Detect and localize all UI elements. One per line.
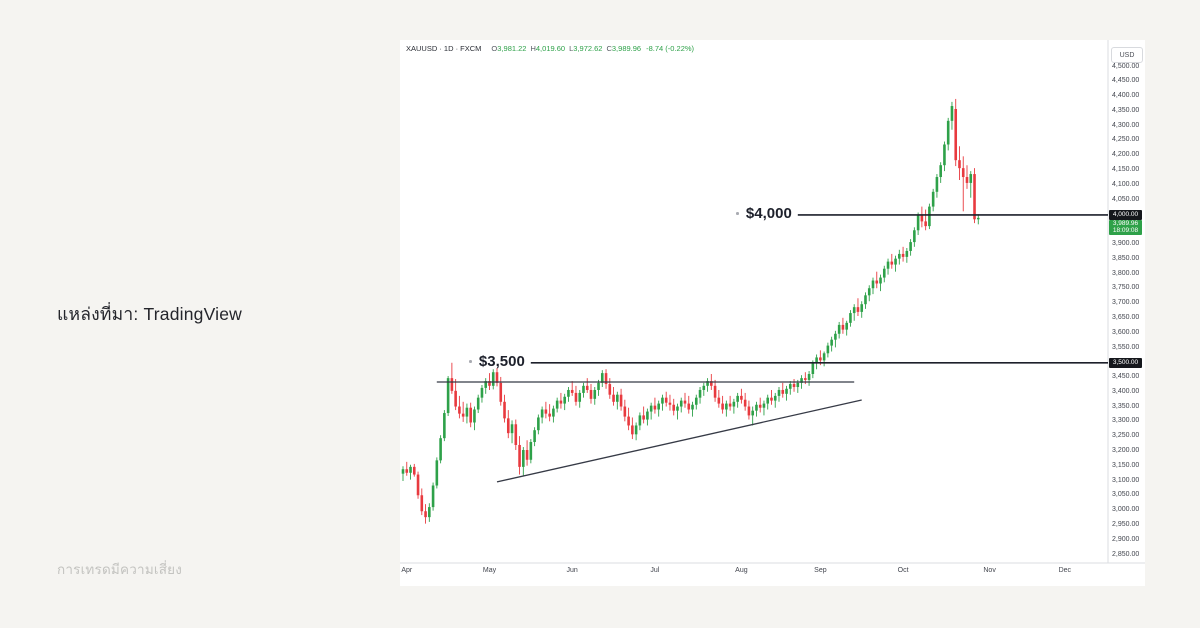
last-price: 3,989.96 (1112, 220, 1139, 228)
candles[interactable] (401, 98, 980, 524)
month-label: Dec (1058, 567, 1072, 574)
price-tick-label: 4,500.00 (1112, 62, 1140, 70)
risk-disclaimer: การเทรดมีความเสี่ยง (57, 562, 183, 577)
axis-frame (400, 40, 1145, 564)
month-label: Apr (401, 567, 413, 574)
price-tick-label: 3,850.00 (1112, 254, 1140, 262)
price-tick-label: 3,650.00 (1112, 313, 1140, 321)
symbol-title[interactable]: XAUUSD · 1D · FXCM (406, 44, 482, 53)
price-level-label[interactable]: $4,000 (736, 204, 792, 222)
month-label: Nov (983, 567, 996, 574)
month-label: Sep (814, 567, 827, 574)
price-tick-label: 3,750.00 (1112, 284, 1140, 292)
drawing-annotations[interactable] (436, 214, 1108, 483)
price-tick-label: 3,450.00 (1112, 373, 1140, 380)
price-level-axis-tag: 4,000.00 (1109, 209, 1142, 220)
month-label: Jun (566, 567, 578, 574)
ohlc-value: 3,981.22 (497, 44, 527, 53)
price-tick-label: 3,250.00 (1112, 432, 1140, 440)
price-tick-label: 3,200.00 (1112, 447, 1140, 454)
price-tick-label: 3,000.00 (1112, 506, 1140, 514)
month-label: Jul (650, 567, 660, 574)
last-price-axis-tag: 3,989.96 18:09:08 (1109, 219, 1142, 235)
price-tick-label: 3,800.00 (1112, 269, 1140, 277)
price-tick-label: 4,250.00 (1112, 136, 1140, 144)
price-tick-label: 2,900.00 (1112, 535, 1140, 543)
price-tick-label: 3,150.00 (1112, 461, 1140, 469)
ohlc-label: C (606, 44, 612, 53)
price-tick-label: 3,100.00 (1112, 476, 1140, 484)
price-level-label[interactable]: $3,500 (469, 352, 525, 370)
price-tick-label: 4,300.00 (1112, 121, 1140, 129)
ohlc-value: 4,019.60 (535, 44, 566, 53)
price-tick-label: 4,450.00 (1112, 77, 1140, 85)
price-tick-label: 4,200.00 (1112, 151, 1140, 159)
price-tick-label: 3,550.00 (1112, 343, 1140, 351)
price-tick-label: 4,150.00 (1112, 166, 1140, 173)
price-tick-label: 3,400.00 (1112, 387, 1140, 395)
month-label: Oct (897, 567, 909, 574)
price-tick-label: 4,100.00 (1112, 180, 1140, 188)
price-tick-label: 2,850.00 (1112, 550, 1140, 558)
ohlc-label: H (530, 44, 536, 53)
price-tick-label: 4,350.00 (1112, 106, 1140, 114)
ohlc-value: 3,989.96 (611, 44, 642, 53)
ohlc-label: O (491, 44, 498, 53)
price-level-text: $3,500 (478, 352, 525, 370)
ohlc-value: 3,972.62 (573, 44, 603, 53)
ohlc-values: O3,981.22 H4,019.60 L3,972.62 C3,989.96 -8.7… (487, 44, 694, 53)
price-tick-label: 3,900.00 (1112, 240, 1140, 247)
price-level-axis-tag: 3,500.00 (1109, 357, 1142, 368)
anchor-dot (469, 360, 472, 363)
ohlc-label: L (569, 44, 574, 53)
month-label: May (482, 567, 497, 574)
price-tick-label: 4,400.00 (1112, 92, 1140, 100)
price-tick-label: 3,600.00 (1112, 328, 1140, 336)
tradingview-chart-panel[interactable]: XAUUSD · 1D · FXCM O3,981.22 H4,019.60 L3,9… (400, 40, 1145, 586)
price-tick-label: 3,050.00 (1112, 491, 1140, 499)
change-value: -8.74 (-0.22%) (646, 44, 695, 53)
price-level-text: $4,000 (745, 204, 792, 222)
price-tick-label: 2,950.00 (1112, 520, 1140, 528)
bar-countdown: 18:09:08 (1112, 227, 1139, 235)
price-tick-label: 3,350.00 (1112, 402, 1140, 410)
price-tick-label: 3,300.00 (1112, 417, 1140, 425)
chart-legend[interactable]: XAUUSD · 1D · FXCM O3,981.22 H4,019.60 L3,9… (406, 44, 694, 53)
currency-button[interactable]: USD (1111, 47, 1143, 63)
price-tick-label: 3,700.00 (1112, 299, 1140, 307)
month-label: Aug (735, 567, 748, 574)
price-tick-label: 4,050.00 (1112, 195, 1140, 203)
source-caption: แหล่งที่มา: TradingView (57, 304, 243, 324)
candlestick-chart[interactable] (400, 40, 1145, 586)
anchor-dot (736, 212, 739, 215)
ascending-support-trendline (496, 399, 862, 483)
